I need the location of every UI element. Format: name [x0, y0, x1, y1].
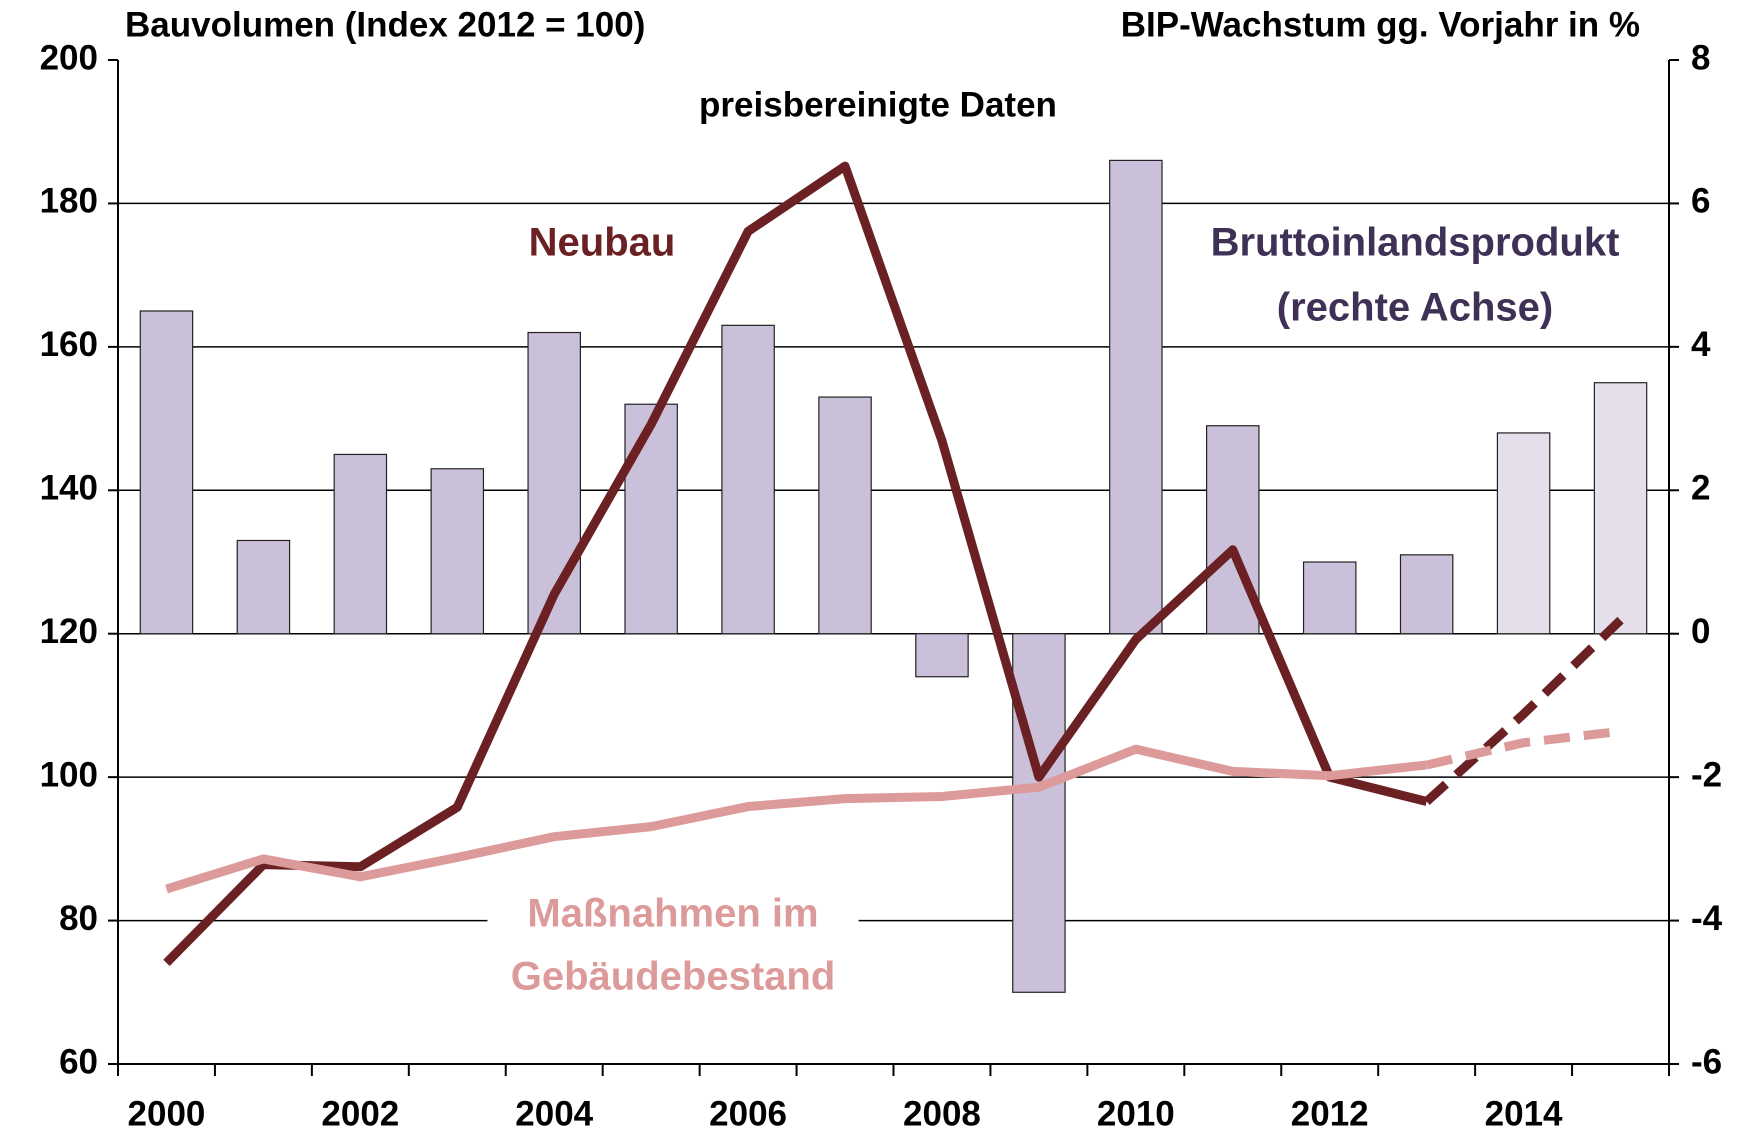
- label-background: [487, 891, 859, 936]
- x-tick-label: 2008: [903, 1094, 981, 1133]
- bar: [818, 396, 872, 635]
- bar: [1109, 159, 1163, 635]
- line: [1423, 616, 1624, 805]
- series-label: Gebäudebestand: [511, 955, 836, 999]
- y2-tick-label: 6: [1691, 182, 1710, 221]
- bar: [333, 453, 388, 635]
- y-tick-label: 60: [59, 1042, 98, 1081]
- y-tick-label: 160: [40, 325, 98, 364]
- bar: [527, 331, 581, 635]
- bar: [915, 633, 969, 678]
- y2-tick-label: -6: [1691, 1042, 1722, 1081]
- y-tick-label: 100: [40, 755, 98, 794]
- y-tick-label: 140: [40, 469, 98, 508]
- bar: [1012, 633, 1066, 993]
- line: [165, 744, 1428, 894]
- line: [1425, 726, 1622, 770]
- series-label: Maßnahmen im: [527, 892, 818, 936]
- y2-tick-label: -2: [1691, 755, 1722, 794]
- x-tick-label: 2004: [515, 1094, 593, 1133]
- y2-tick-label: 0: [1691, 612, 1710, 651]
- x-tick-label: 2012: [1291, 1094, 1369, 1133]
- bar: [624, 403, 678, 635]
- bar: [430, 468, 485, 635]
- bar: [1302, 561, 1357, 635]
- y2-tick-label: 8: [1691, 38, 1710, 77]
- bar: [721, 324, 775, 635]
- y-tick-label: 180: [40, 182, 98, 221]
- chart-subtitle: preisbereinigte Daten: [699, 85, 1057, 124]
- y-tick-label: 80: [59, 899, 98, 938]
- bar: [1593, 382, 1648, 635]
- x-tick-label: 2006: [709, 1094, 787, 1133]
- series-label: Bruttoinlandsprodukt: [1211, 221, 1620, 265]
- x-tick-label: 2010: [1097, 1094, 1175, 1133]
- line: [163, 161, 1428, 967]
- x-tick-label: 2002: [321, 1094, 399, 1133]
- chart-title: Bauvolumen (Index 2012 = 100): [125, 5, 645, 44]
- x-tick-label: 2000: [128, 1094, 206, 1133]
- bar: [139, 310, 194, 635]
- y2-tick-label: 2: [1691, 469, 1710, 508]
- y2-axis-title: BIP-Wachstum gg. Vorjahr in %: [1121, 5, 1640, 44]
- x-tick-label: 2014: [1485, 1094, 1563, 1133]
- y-tick-label: 200: [40, 38, 98, 77]
- bar: [236, 539, 291, 635]
- bar: [1496, 432, 1551, 635]
- series-label: (rechte Achse): [1277, 286, 1553, 330]
- y2-tick-label: -4: [1691, 899, 1723, 938]
- series-label: Neubau: [529, 221, 676, 265]
- bar: [1399, 554, 1454, 635]
- y-tick-label: 120: [40, 612, 98, 651]
- y2-tick-label: 4: [1691, 325, 1711, 364]
